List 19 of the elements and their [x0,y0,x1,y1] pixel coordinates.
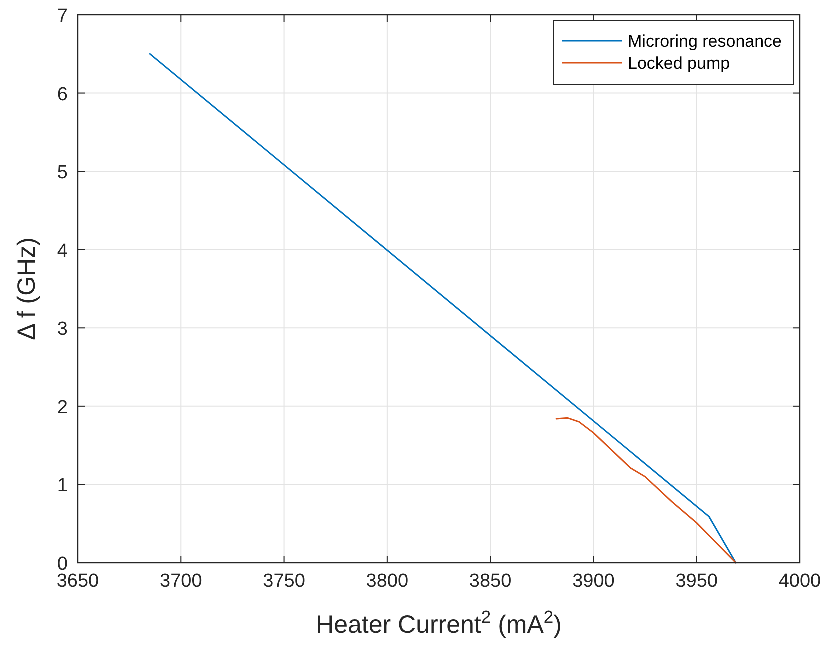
x-tick-label: 3900 [572,571,615,592]
x-tick-label: 3750 [263,571,306,592]
y-tick-label: 6 [57,84,68,106]
legend-label: Locked pump [628,54,730,73]
legend-label: Microring resonance [628,32,782,51]
x-tick-label: 3850 [469,571,512,592]
line-series [556,417,737,564]
y-tick-label: 5 [57,162,68,184]
x-tick-label: 4000 [778,571,822,592]
x-tick-label: 3800 [366,571,409,592]
y-tick-label: 1 [57,476,68,497]
y-tick-label: 4 [57,240,68,262]
x-axis-title: Heater Current$^{2}$ (mA$^{2}$) [316,607,562,639]
y-tick-label: 3 [57,319,68,340]
x-tick-label: 3700 [160,571,202,592]
y-tick-label: 2 [57,397,68,418]
y-tick-label: 7 [57,6,68,27]
x-tick-label: 3950 [676,571,718,592]
y-axis-title: Δ f (GHz) [13,238,41,340]
